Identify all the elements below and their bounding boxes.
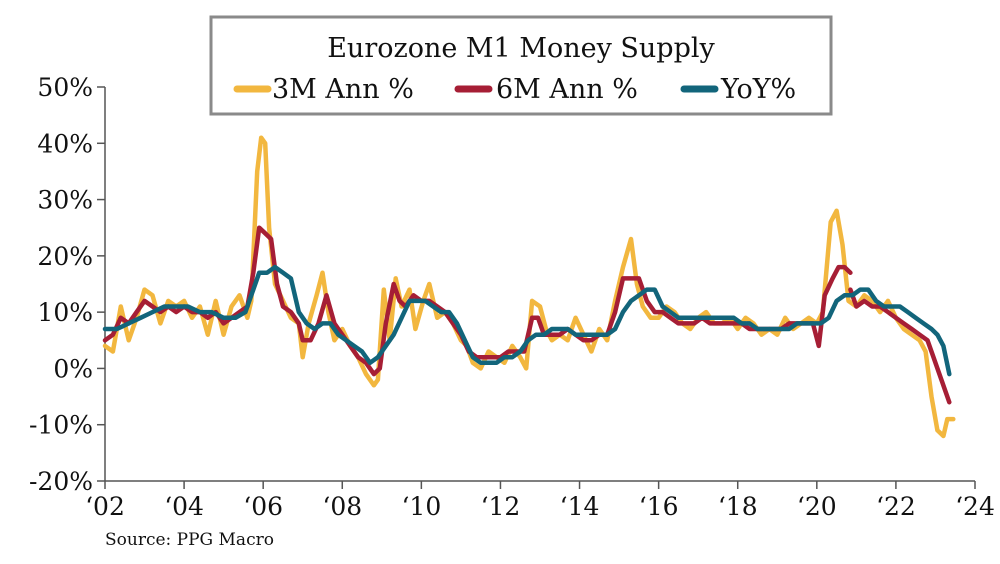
chart-title: Eurozone M1 Money Supply (327, 33, 715, 64)
x-ticks: ‘02 ‘04 ‘06 ‘08 ‘10 ‘12 ‘14 ‘16 ‘18 ‘20 ‘22 ‘24 (85, 481, 995, 521)
y-tick-label: 40% (37, 129, 93, 158)
legend: Eurozone M1 Money Supply 3M Ann % 6M Ann… (209, 15, 833, 116)
x-tick-label: ‘20 (797, 492, 837, 521)
y-tick-label: 30% (37, 186, 93, 215)
series-yoy-line (102, 264, 952, 377)
x-tick-label: ‘08 (322, 492, 362, 521)
y-ticks: 50% 40% 30% 20% 10% 0% -10% -20% (29, 73, 105, 496)
y-tick-label: 20% (37, 242, 93, 271)
legend-box (209, 15, 833, 116)
y-tick-label: -10% (29, 411, 93, 440)
x-tick-label: ‘02 (85, 492, 125, 521)
legend-label-3m: 3M Ann % (272, 74, 414, 105)
x-tick-label: ‘12 (481, 492, 521, 521)
y-tick-label: 10% (37, 298, 93, 327)
source-note: Source: PPG Macro (105, 530, 274, 550)
x-tick-label: ‘18 (718, 492, 758, 521)
x-tick-label: ‘06 (243, 492, 283, 521)
x-tick-label: ‘14 (560, 492, 600, 521)
y-tick-label: 0% (53, 354, 93, 383)
series-3m-ann-line (102, 135, 956, 439)
y-tick-label: 50% (37, 73, 93, 102)
legend-label-yoy: YoY% (720, 74, 796, 105)
legend-label-6m: 6M Ann % (496, 74, 638, 105)
x-tick-label: ‘22 (876, 492, 916, 521)
y-tick-label: -20% (29, 467, 93, 496)
series-layer (102, 135, 956, 439)
series-6m-ann-line-segment-2 (848, 287, 952, 405)
x-tick-label: ‘04 (164, 492, 204, 521)
x-tick-label: ‘10 (401, 492, 441, 521)
x-tick-label: ‘16 (639, 492, 679, 521)
axes (104, 87, 975, 482)
x-tick-label: ‘24 (955, 492, 995, 521)
